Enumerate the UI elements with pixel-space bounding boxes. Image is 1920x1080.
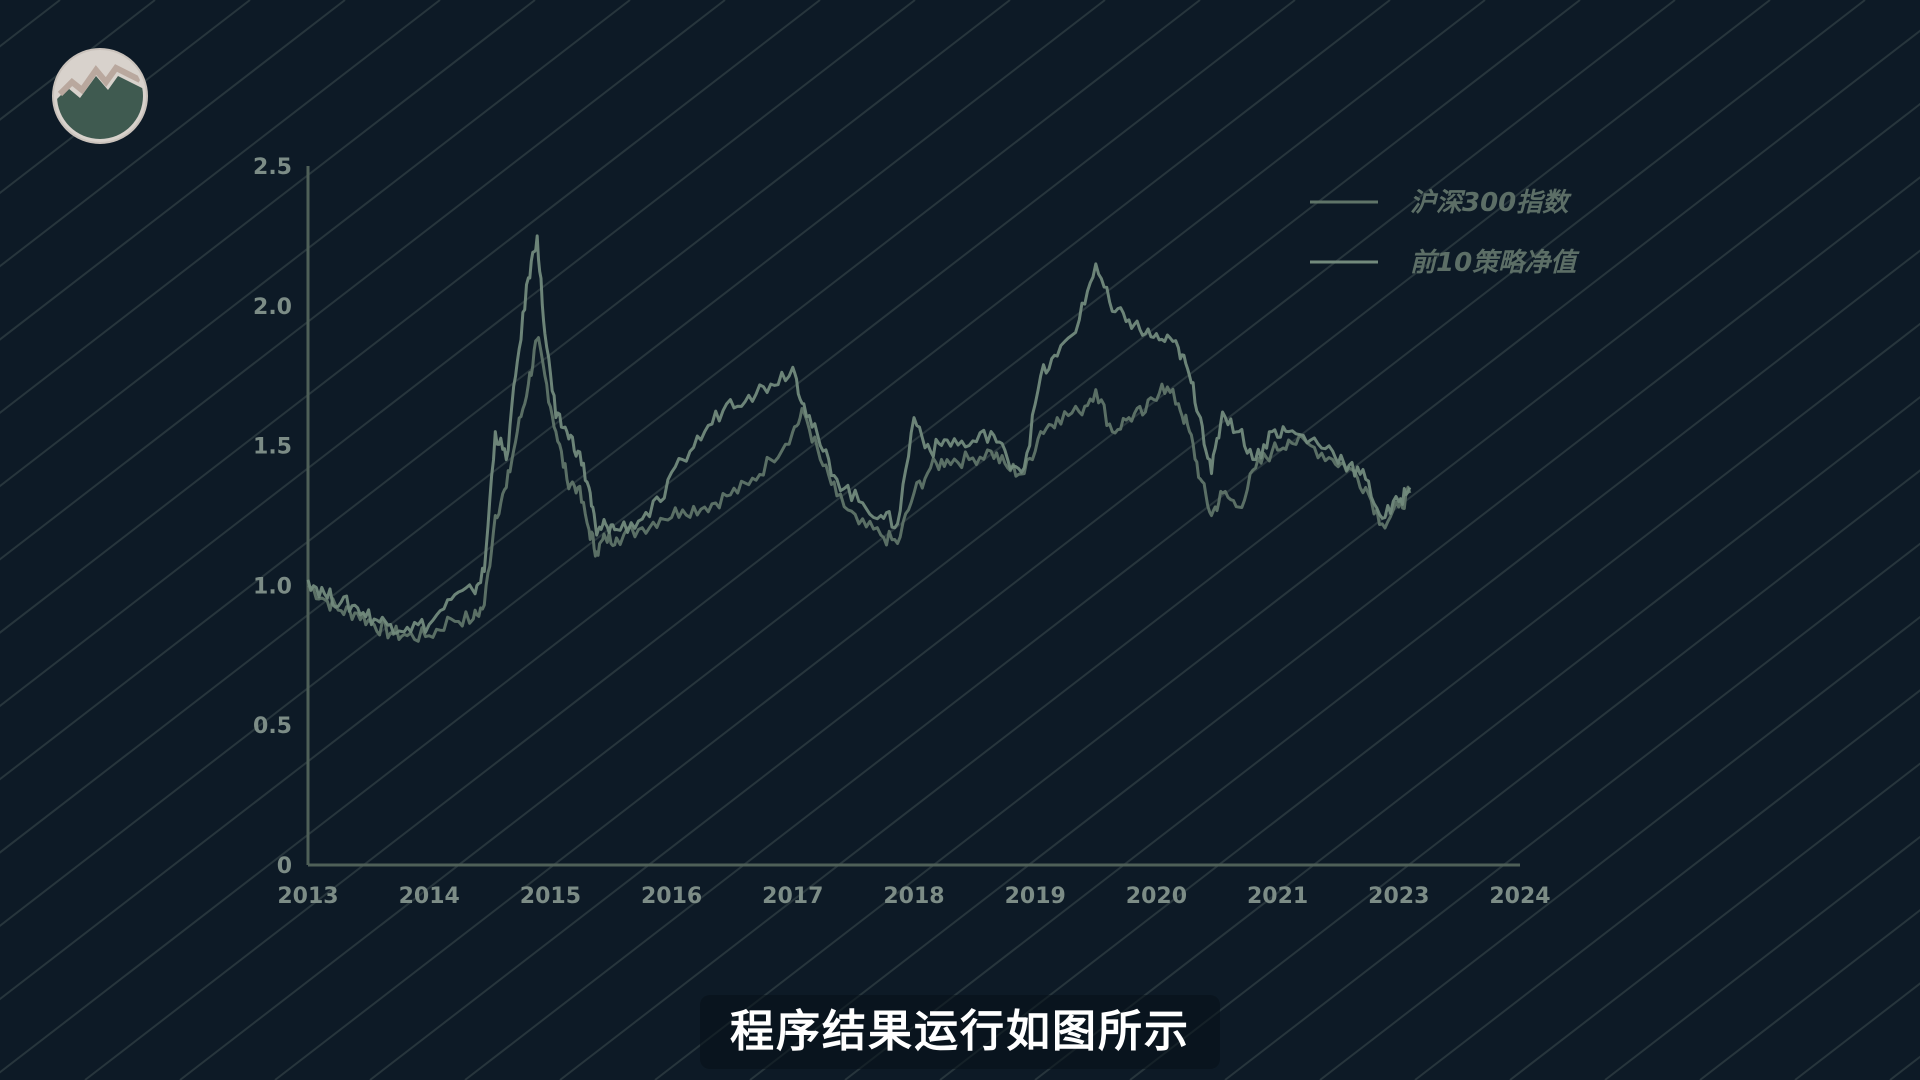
x-tick-label: 2023 xyxy=(1368,884,1429,909)
background-stripe xyxy=(1604,835,1920,1080)
background-stripe xyxy=(0,0,916,708)
legend-label: 沪深300指数 xyxy=(1410,188,1572,218)
x-tick-label: 2017 xyxy=(762,884,823,909)
x-tick-label: 2014 xyxy=(399,884,460,909)
x-tick-label: 2019 xyxy=(1005,884,1066,909)
background-stripe xyxy=(749,176,1920,1080)
background-stripe xyxy=(559,29,1920,1080)
background-stripe xyxy=(1319,615,1920,1080)
y-tick-label: 0.5 xyxy=(253,714,292,739)
background-stripe xyxy=(1509,762,1920,1080)
background-stripe xyxy=(0,0,821,634)
x-tick-label: 2024 xyxy=(1489,884,1550,909)
background-stripe xyxy=(654,102,1920,1080)
background-stripe xyxy=(1129,469,1920,1080)
background-stripe xyxy=(179,0,1581,1080)
background-stripe xyxy=(0,0,1011,781)
video-subtitle: 程序结果运行如图所示 xyxy=(730,1006,1190,1057)
chart-tick-labels: 0 0.5 1.0 1.5 2.0 2.5 2013 2014 2015 2016 2017 2018… xyxy=(253,155,1551,909)
background-stripe xyxy=(84,0,1486,1080)
background-stripe xyxy=(0,0,1201,927)
background-stripe xyxy=(0,0,726,561)
background-stripe xyxy=(1034,396,1920,1080)
background-stripe xyxy=(939,322,1920,1080)
background-stripe xyxy=(0,0,536,414)
background-stripe xyxy=(0,0,441,341)
background-stripe xyxy=(369,0,1771,1080)
x-tick-label: 2013 xyxy=(277,884,338,909)
y-tick-label: 1.5 xyxy=(253,435,292,460)
x-tick-label: 2016 xyxy=(641,884,702,909)
x-tick-label: 2015 xyxy=(520,884,581,909)
background-stripe xyxy=(464,0,1866,1080)
mountain-peak-logo-icon xyxy=(52,48,148,144)
series-line-1 xyxy=(307,336,1412,643)
y-tick-label: 0 xyxy=(277,854,292,879)
legend-label: 前10策略净值 xyxy=(1410,248,1580,278)
x-tick-label: 2021 xyxy=(1247,884,1308,909)
series-line-2 xyxy=(306,234,1412,635)
background-stripe xyxy=(0,0,1391,1074)
background-stripe xyxy=(0,0,631,488)
chart-axes xyxy=(306,166,1520,867)
x-tick-label: 2018 xyxy=(883,884,944,909)
background-stripe xyxy=(844,249,1920,1080)
chart-series xyxy=(306,234,1412,643)
background-stripe xyxy=(0,0,346,268)
y-tick-label: 1.0 xyxy=(253,574,292,599)
y-tick-label: 2.0 xyxy=(253,295,292,320)
y-tick-label: 2.5 xyxy=(253,155,292,180)
background-stripe xyxy=(0,0,1296,1001)
subtitle-background xyxy=(700,995,1220,1069)
background-stripe xyxy=(0,0,1106,854)
background-stripe xyxy=(1414,689,1920,1080)
background-stripe xyxy=(274,0,1676,1080)
background-stripe xyxy=(0,0,251,195)
background-stripe xyxy=(1224,542,1920,1080)
x-tick-label: 2020 xyxy=(1126,884,1187,909)
